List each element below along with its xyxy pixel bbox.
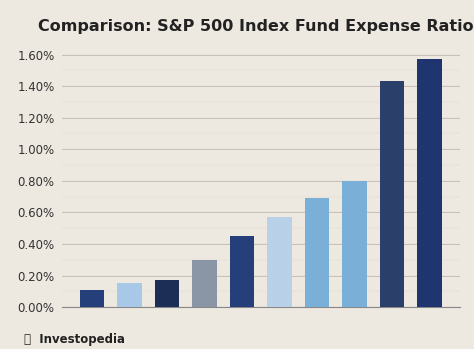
Text: ⭯  Investopedia: ⭯ Investopedia	[24, 333, 125, 346]
Bar	[417, 59, 442, 307]
Bar	[117, 283, 142, 307]
Bar	[380, 81, 404, 307]
Bar	[305, 198, 329, 307]
Title: Comparison: S&P 500 Index Fund Expense Ratios: Comparison: S&P 500 Index Fund Expense R…	[38, 19, 474, 34]
Bar	[230, 236, 254, 307]
Bar	[192, 260, 217, 307]
Bar	[80, 290, 104, 307]
Bar	[342, 181, 367, 307]
Bar	[155, 280, 179, 307]
Bar	[267, 217, 292, 307]
